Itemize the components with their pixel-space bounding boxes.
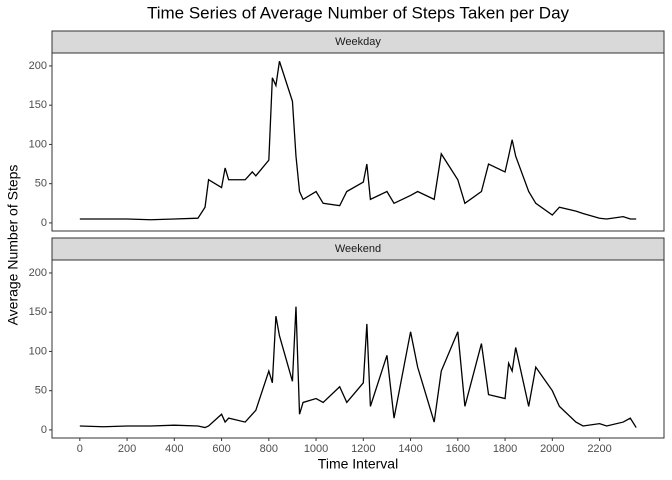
x-tick-label: 0 xyxy=(77,443,83,455)
y-tick-label: 50 xyxy=(35,178,47,190)
x-tick-label: 2200 xyxy=(587,443,611,455)
y-tick-label: 150 xyxy=(29,99,47,111)
y-axis-title: Average Number of Steps xyxy=(5,165,21,326)
x-tick-label: 200 xyxy=(118,443,136,455)
x-tick-label: 1200 xyxy=(351,443,375,455)
x-tick-label: 600 xyxy=(212,443,230,455)
series-line xyxy=(79,306,637,429)
chart-title: Time Series of Average Number of Steps T… xyxy=(147,3,570,22)
y-tick-label: 100 xyxy=(29,138,47,150)
x-tick-label: 800 xyxy=(260,443,278,455)
x-tick-label: 1600 xyxy=(446,443,470,455)
x-tick-label: 1000 xyxy=(304,443,328,455)
y-tick-label: 200 xyxy=(29,267,47,279)
strip-label: Weekend xyxy=(335,243,381,255)
y-tick-label: 150 xyxy=(29,306,47,318)
series-line xyxy=(79,61,637,221)
panel xyxy=(51,259,665,439)
x-axis-title: Time Interval xyxy=(318,456,398,472)
x-tick-label: 1400 xyxy=(398,443,422,455)
strip-label: Weekday xyxy=(335,36,381,48)
x-tick-label: 2000 xyxy=(540,443,564,455)
panel xyxy=(51,52,665,232)
y-tick-label: 0 xyxy=(41,424,47,436)
y-tick-label: 0 xyxy=(41,217,47,229)
y-tick-label: 200 xyxy=(29,60,47,72)
y-tick-label: 100 xyxy=(29,345,47,357)
x-tick-label: 1800 xyxy=(493,443,517,455)
x-tick-label: 400 xyxy=(165,443,183,455)
y-tick-label: 50 xyxy=(35,385,47,397)
